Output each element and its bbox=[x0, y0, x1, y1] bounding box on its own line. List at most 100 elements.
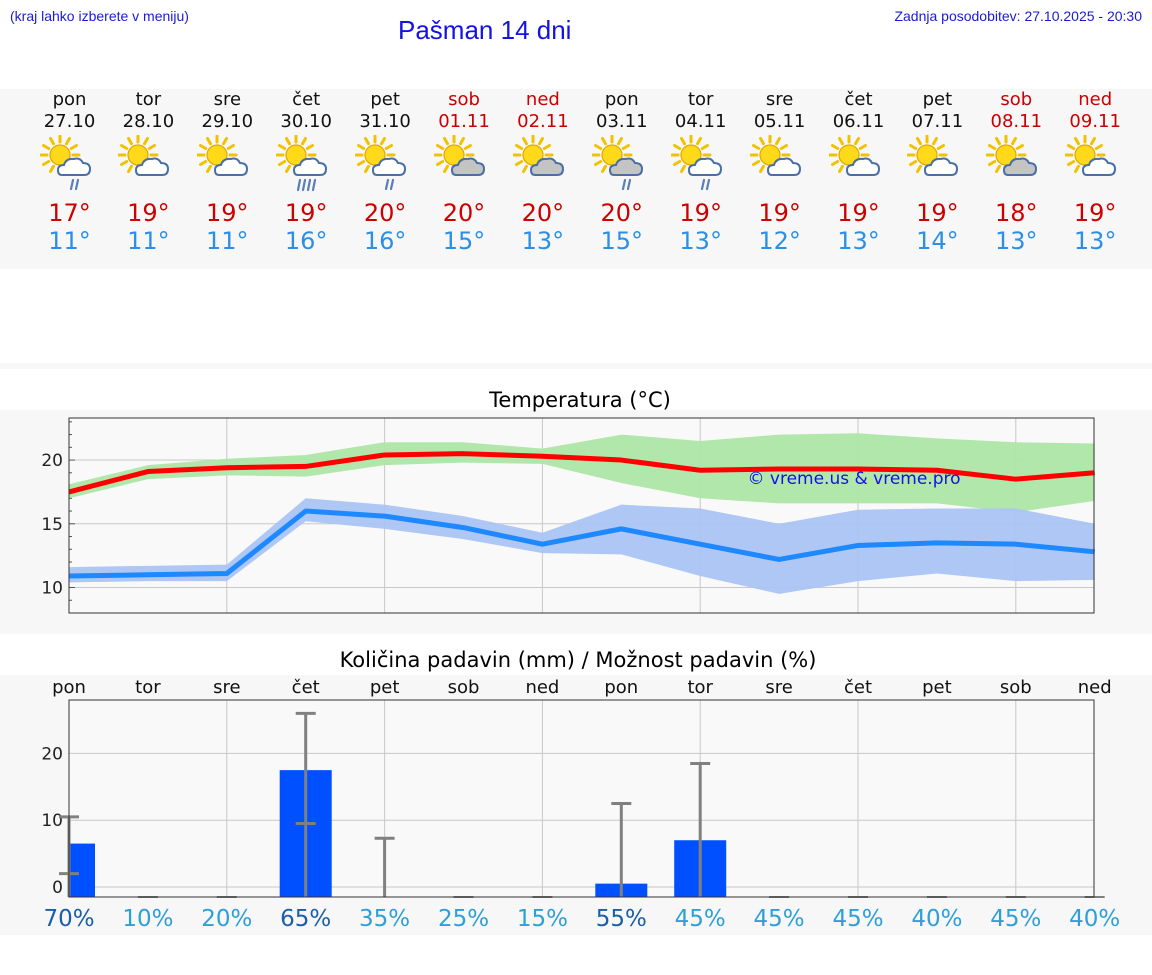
forecast-day: ned 09.11 19° 13° bbox=[1056, 89, 1135, 255]
last-updated: Zadnja posodobitev: 27.10.2025 - 20:30 bbox=[894, 8, 1142, 24]
day-date: 01.11 bbox=[438, 111, 490, 132]
max-temp: 20° bbox=[442, 199, 486, 227]
max-temp: 18° bbox=[995, 199, 1038, 227]
x-category-label: čet bbox=[844, 677, 872, 698]
max-temp: 19° bbox=[1073, 199, 1117, 227]
min-temp: 13° bbox=[1073, 227, 1117, 255]
forecast-day: ned 02.11 20° 13° bbox=[503, 89, 582, 255]
daily-forecast: pon 27.10 17° 11° tor 28.10 19° 11° sre 29.10 19° 1… bbox=[0, 89, 1152, 269]
precip-probability: 10% bbox=[122, 906, 173, 932]
x-category-label: sre bbox=[213, 677, 240, 698]
max-temp: 19° bbox=[837, 199, 880, 227]
day-name: sre bbox=[765, 89, 794, 110]
forecast-day: tor 28.10 19° 11° bbox=[109, 89, 188, 255]
precip-probability: 45% bbox=[990, 906, 1041, 932]
precip-probability: 55% bbox=[596, 906, 647, 932]
day-name: tor bbox=[687, 89, 714, 110]
precip-probability: 35% bbox=[359, 906, 410, 932]
precip-probability: 25% bbox=[438, 906, 489, 932]
min-temp: 16° bbox=[284, 227, 328, 255]
plot-area bbox=[69, 700, 1094, 897]
forecast-day: čet 30.10 19° 16° bbox=[267, 89, 346, 255]
sun-cloud-icon bbox=[828, 134, 889, 195]
forecast-day: sre 05.11 19° 12° bbox=[740, 89, 819, 255]
x-category-label: pet bbox=[370, 677, 400, 698]
day-name: sre bbox=[213, 89, 242, 110]
day-date: 28.10 bbox=[122, 111, 175, 132]
x-category-label: pet bbox=[922, 677, 952, 698]
min-temp: 11° bbox=[127, 227, 170, 255]
day-name: pet bbox=[370, 89, 400, 110]
x-category-label: ned bbox=[1078, 677, 1112, 698]
precip-bar bbox=[69, 843, 95, 897]
max-temp: 20° bbox=[363, 199, 407, 227]
day-name: sob bbox=[448, 89, 480, 110]
min-temp: 13° bbox=[837, 227, 880, 255]
x-category-label: sre bbox=[765, 677, 792, 698]
forecast-day: čet 06.11 19° 13° bbox=[819, 89, 898, 255]
x-category-label: tor bbox=[135, 677, 161, 698]
sun-cloud-icon bbox=[906, 134, 967, 195]
forecast-day: pon 27.10 17° 11° bbox=[30, 89, 109, 255]
max-temp: 19° bbox=[679, 199, 722, 227]
precip-probability: 20% bbox=[201, 906, 252, 932]
y-tick-label: 0 bbox=[52, 878, 63, 898]
min-temp: 11° bbox=[48, 227, 91, 255]
min-temp: 13° bbox=[995, 227, 1038, 255]
day-date: 27.10 bbox=[43, 111, 96, 132]
sun-cloud-heavy-rain-icon bbox=[275, 134, 336, 195]
y-tick-label: 20 bbox=[41, 451, 63, 471]
min-temp: 13° bbox=[679, 227, 722, 255]
forecast-band bbox=[0, 89, 1152, 269]
sun-cloud-rain-icon bbox=[670, 134, 731, 195]
day-date: 31.10 bbox=[359, 111, 411, 132]
min-temp: 15° bbox=[600, 227, 644, 255]
sun-cloud-icon bbox=[117, 134, 178, 195]
sun-cloud-grey-rain-icon bbox=[591, 134, 652, 195]
min-range-band bbox=[69, 498, 1095, 594]
forecast-day: sre 29.10 19° 11° bbox=[188, 89, 267, 255]
min-temp-line bbox=[68, 508, 1095, 579]
sun-cloud-icon bbox=[1064, 134, 1125, 195]
day-name: sob bbox=[1000, 89, 1033, 110]
max-temp: 19° bbox=[206, 199, 249, 227]
min-temp: 13° bbox=[521, 227, 565, 255]
y-tick-label: 20 bbox=[41, 744, 63, 764]
min-temp: 15° bbox=[442, 227, 486, 255]
forecast-day: tor 04.11 19° 13° bbox=[661, 89, 740, 255]
sun-cloud-icon bbox=[196, 134, 257, 195]
sun-cloud-grey-icon bbox=[512, 134, 573, 195]
sun-cloud-rain-icon bbox=[39, 134, 100, 195]
day-date: 29.10 bbox=[201, 111, 254, 132]
temperature-chart: 10 15 20 © vreme.us & vreme.pro bbox=[41, 417, 1095, 614]
separator-band bbox=[0, 363, 1152, 369]
x-category-label: tor bbox=[687, 677, 713, 698]
precip-probability: 15% bbox=[517, 906, 568, 932]
day-name: ned bbox=[525, 89, 560, 110]
forecast-day: pet 07.11 19° 14° bbox=[898, 89, 977, 255]
day-name: pet bbox=[922, 89, 953, 110]
menu-hint[interactable]: (kraj lahko izberete v meniju) bbox=[10, 8, 189, 24]
day-date: 06.11 bbox=[832, 111, 885, 132]
plot-frame bbox=[68, 699, 1095, 898]
precip-probability: 40% bbox=[911, 906, 962, 932]
watermark: © vreme.us & vreme.pro bbox=[747, 469, 960, 489]
max-temp: 17° bbox=[48, 199, 91, 227]
min-temp: 12° bbox=[758, 227, 801, 255]
min-temp: 14° bbox=[916, 227, 959, 255]
precip-probability: 45% bbox=[754, 906, 805, 932]
day-date: 02.11 bbox=[517, 111, 569, 132]
precip-probability: 45% bbox=[675, 906, 726, 932]
forecast-day: sob 01.11 20° 15° bbox=[425, 89, 504, 255]
y-tick-label: 10 bbox=[41, 579, 63, 599]
max-temp: 19° bbox=[127, 199, 170, 227]
sun-cloud-grey-icon bbox=[433, 134, 494, 195]
x-category-label: čet bbox=[292, 677, 320, 698]
day-name: čet bbox=[844, 89, 873, 110]
x-category-label: sob bbox=[1000, 677, 1032, 698]
day-date: 07.11 bbox=[911, 111, 964, 132]
page-title: Pašman 14 dni bbox=[398, 15, 572, 45]
max-temp: 19° bbox=[758, 199, 801, 227]
precip-probability: 65% bbox=[280, 906, 331, 932]
